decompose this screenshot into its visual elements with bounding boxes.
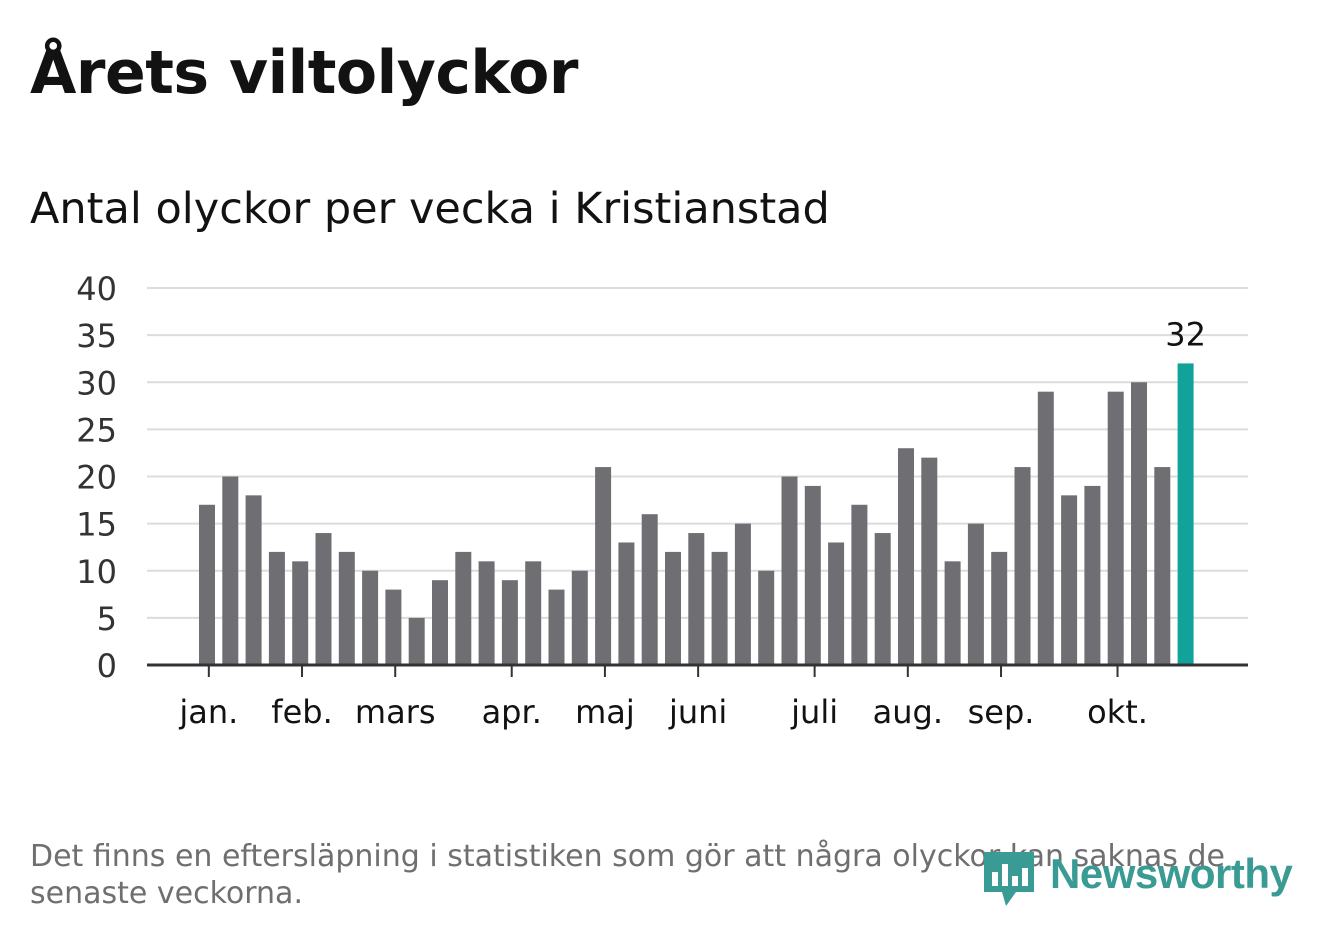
bar — [455, 551, 472, 665]
x-tick-label: aug. — [873, 693, 943, 731]
bar — [199, 504, 215, 665]
y-tick-label: 25 — [76, 411, 117, 449]
newsworthy-logo: Newsworthy — [980, 848, 1300, 908]
x-tick-label: maj — [575, 693, 635, 731]
bar — [734, 523, 751, 665]
bar — [1084, 485, 1101, 665]
bar — [781, 476, 798, 665]
bar — [1154, 467, 1171, 665]
y-tick-label: 0 — [97, 647, 117, 685]
bar-chart: 0 5 10 15 20 25 30 35 40 32 jan. feb. mars apr. maj jun… — [76, 270, 1248, 731]
x-tick-label: mars — [355, 693, 436, 731]
x-tick-label: feb. — [271, 693, 332, 731]
bar — [921, 457, 938, 665]
bar — [292, 561, 309, 665]
x-tick-label: apr. — [482, 693, 542, 731]
bar — [595, 467, 612, 665]
x-tick-label: jan. — [178, 693, 238, 731]
bar — [804, 485, 821, 665]
bar — [432, 580, 448, 665]
highlighted-bar — [1177, 363, 1194, 665]
bar — [851, 504, 868, 665]
x-tick-label: juni — [668, 693, 727, 731]
y-tick-label: 40 — [76, 270, 117, 308]
bar — [408, 617, 425, 665]
bar — [362, 570, 379, 665]
bar — [1014, 467, 1031, 665]
bar — [758, 570, 775, 665]
bar — [571, 570, 588, 665]
bar — [688, 533, 705, 665]
bar — [315, 533, 332, 665]
x-tick-label: sep. — [968, 693, 1035, 731]
bar — [222, 476, 239, 665]
bar — [548, 589, 565, 665]
bar — [1131, 382, 1147, 665]
y-tick-label: 30 — [76, 364, 117, 402]
bar — [1061, 495, 1078, 665]
y-tick-label: 5 — [97, 600, 117, 638]
y-tick-label: 35 — [76, 317, 117, 355]
chart-subtitle: Antal olyckor per vecka i Kristianstad — [30, 184, 830, 234]
data-label: 32 — [1165, 315, 1206, 353]
bar — [245, 495, 262, 665]
bar — [828, 542, 845, 665]
bar — [338, 551, 355, 665]
bar — [898, 448, 914, 665]
bar — [641, 514, 658, 665]
bar — [268, 551, 285, 665]
newsworthy-logo-text: Newsworthy — [1050, 850, 1293, 897]
bar — [385, 589, 402, 665]
x-tick-label: okt. — [1087, 693, 1148, 731]
bar — [991, 551, 1008, 665]
y-tick-label: 10 — [76, 553, 117, 591]
bar — [618, 542, 635, 665]
chart-title: Årets viltolyckor — [30, 38, 579, 108]
bar — [874, 533, 891, 665]
bar — [711, 551, 728, 665]
y-tick-label: 20 — [76, 459, 117, 497]
bar — [478, 561, 495, 665]
bar — [501, 580, 518, 665]
bar — [967, 523, 984, 665]
bar — [525, 561, 542, 665]
y-tick-label: 15 — [76, 506, 117, 544]
bar — [1107, 391, 1124, 665]
x-tick-label: juli — [790, 693, 838, 731]
bar — [665, 551, 681, 665]
newsworthy-logo-icon — [984, 852, 1034, 906]
bar — [944, 561, 961, 665]
bar — [1037, 391, 1054, 665]
